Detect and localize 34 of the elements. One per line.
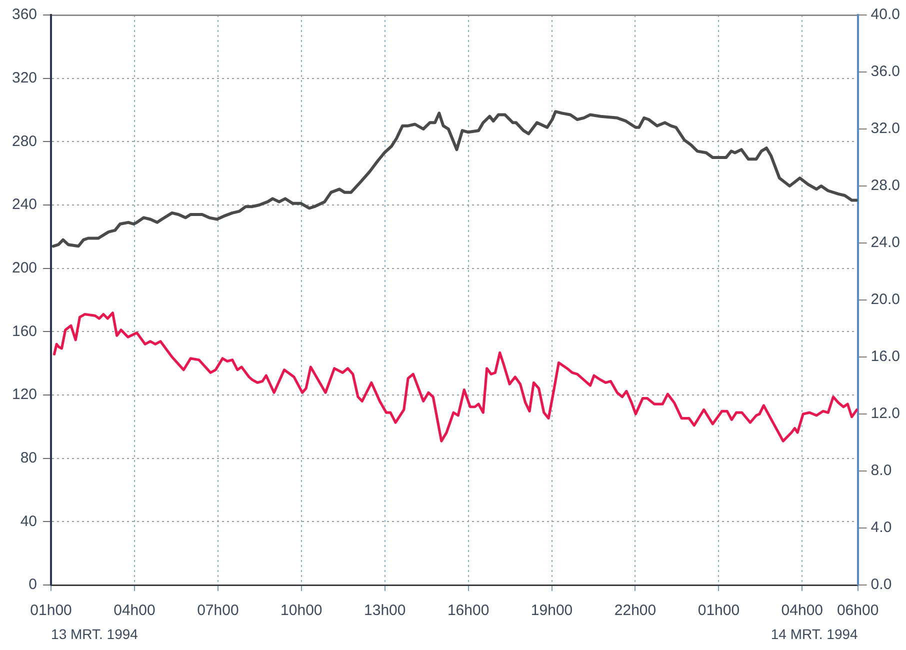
text: 13 MRT. 1994 xyxy=(51,626,138,642)
x-tick-label: 10h00 xyxy=(280,602,322,620)
x-tick-label: 06h00 xyxy=(836,602,879,620)
y-tick-label: 240 xyxy=(12,196,38,214)
y2-tick-label: 32.0 xyxy=(870,120,900,138)
y2-tick-label: 24.0 xyxy=(870,234,900,252)
y2-tick-label: 20.0 xyxy=(870,291,900,308)
y-tick-label: 320 xyxy=(12,69,38,86)
x-tick-label: 01h00 xyxy=(30,602,72,620)
y2-tick-label: 4.0 xyxy=(870,519,892,536)
y-tick-label: 160 xyxy=(12,322,38,340)
y2-tick-label: 12.0 xyxy=(870,405,900,422)
y-tick-label: 120 xyxy=(12,386,38,404)
y-tick-label: 80 xyxy=(20,449,38,466)
x-tick-label: 13h00 xyxy=(364,602,406,620)
y2-tick-label: 40.0 xyxy=(870,6,900,24)
text: 14 MRT. 1994 xyxy=(770,626,858,642)
y-tick-label: 360 xyxy=(12,6,38,24)
y2-tick-label: 16.0 xyxy=(870,348,900,366)
y2-tick-label: 36.0 xyxy=(870,63,900,80)
x-tick-label: 22h00 xyxy=(614,602,656,620)
x-tick-label: 07h00 xyxy=(197,602,239,620)
y2-tick-label: 0.0 xyxy=(870,576,892,594)
x-tick-label: 16h00 xyxy=(447,602,490,620)
x-tick-label: 01h00 xyxy=(698,602,740,620)
y-tick-label: 280 xyxy=(12,132,38,150)
y2-tick-label: 8.0 xyxy=(870,462,892,480)
x-tick-label: 19h00 xyxy=(530,602,573,620)
y-tick-label: 0 xyxy=(28,576,38,594)
y2-tick-label: 28.0 xyxy=(870,177,900,194)
x-tick-label: 04h00 xyxy=(114,602,156,620)
x-tick-label: 04h00 xyxy=(781,602,824,620)
y-tick-label: 200 xyxy=(12,259,38,276)
y-tick-label: 40 xyxy=(20,512,38,530)
